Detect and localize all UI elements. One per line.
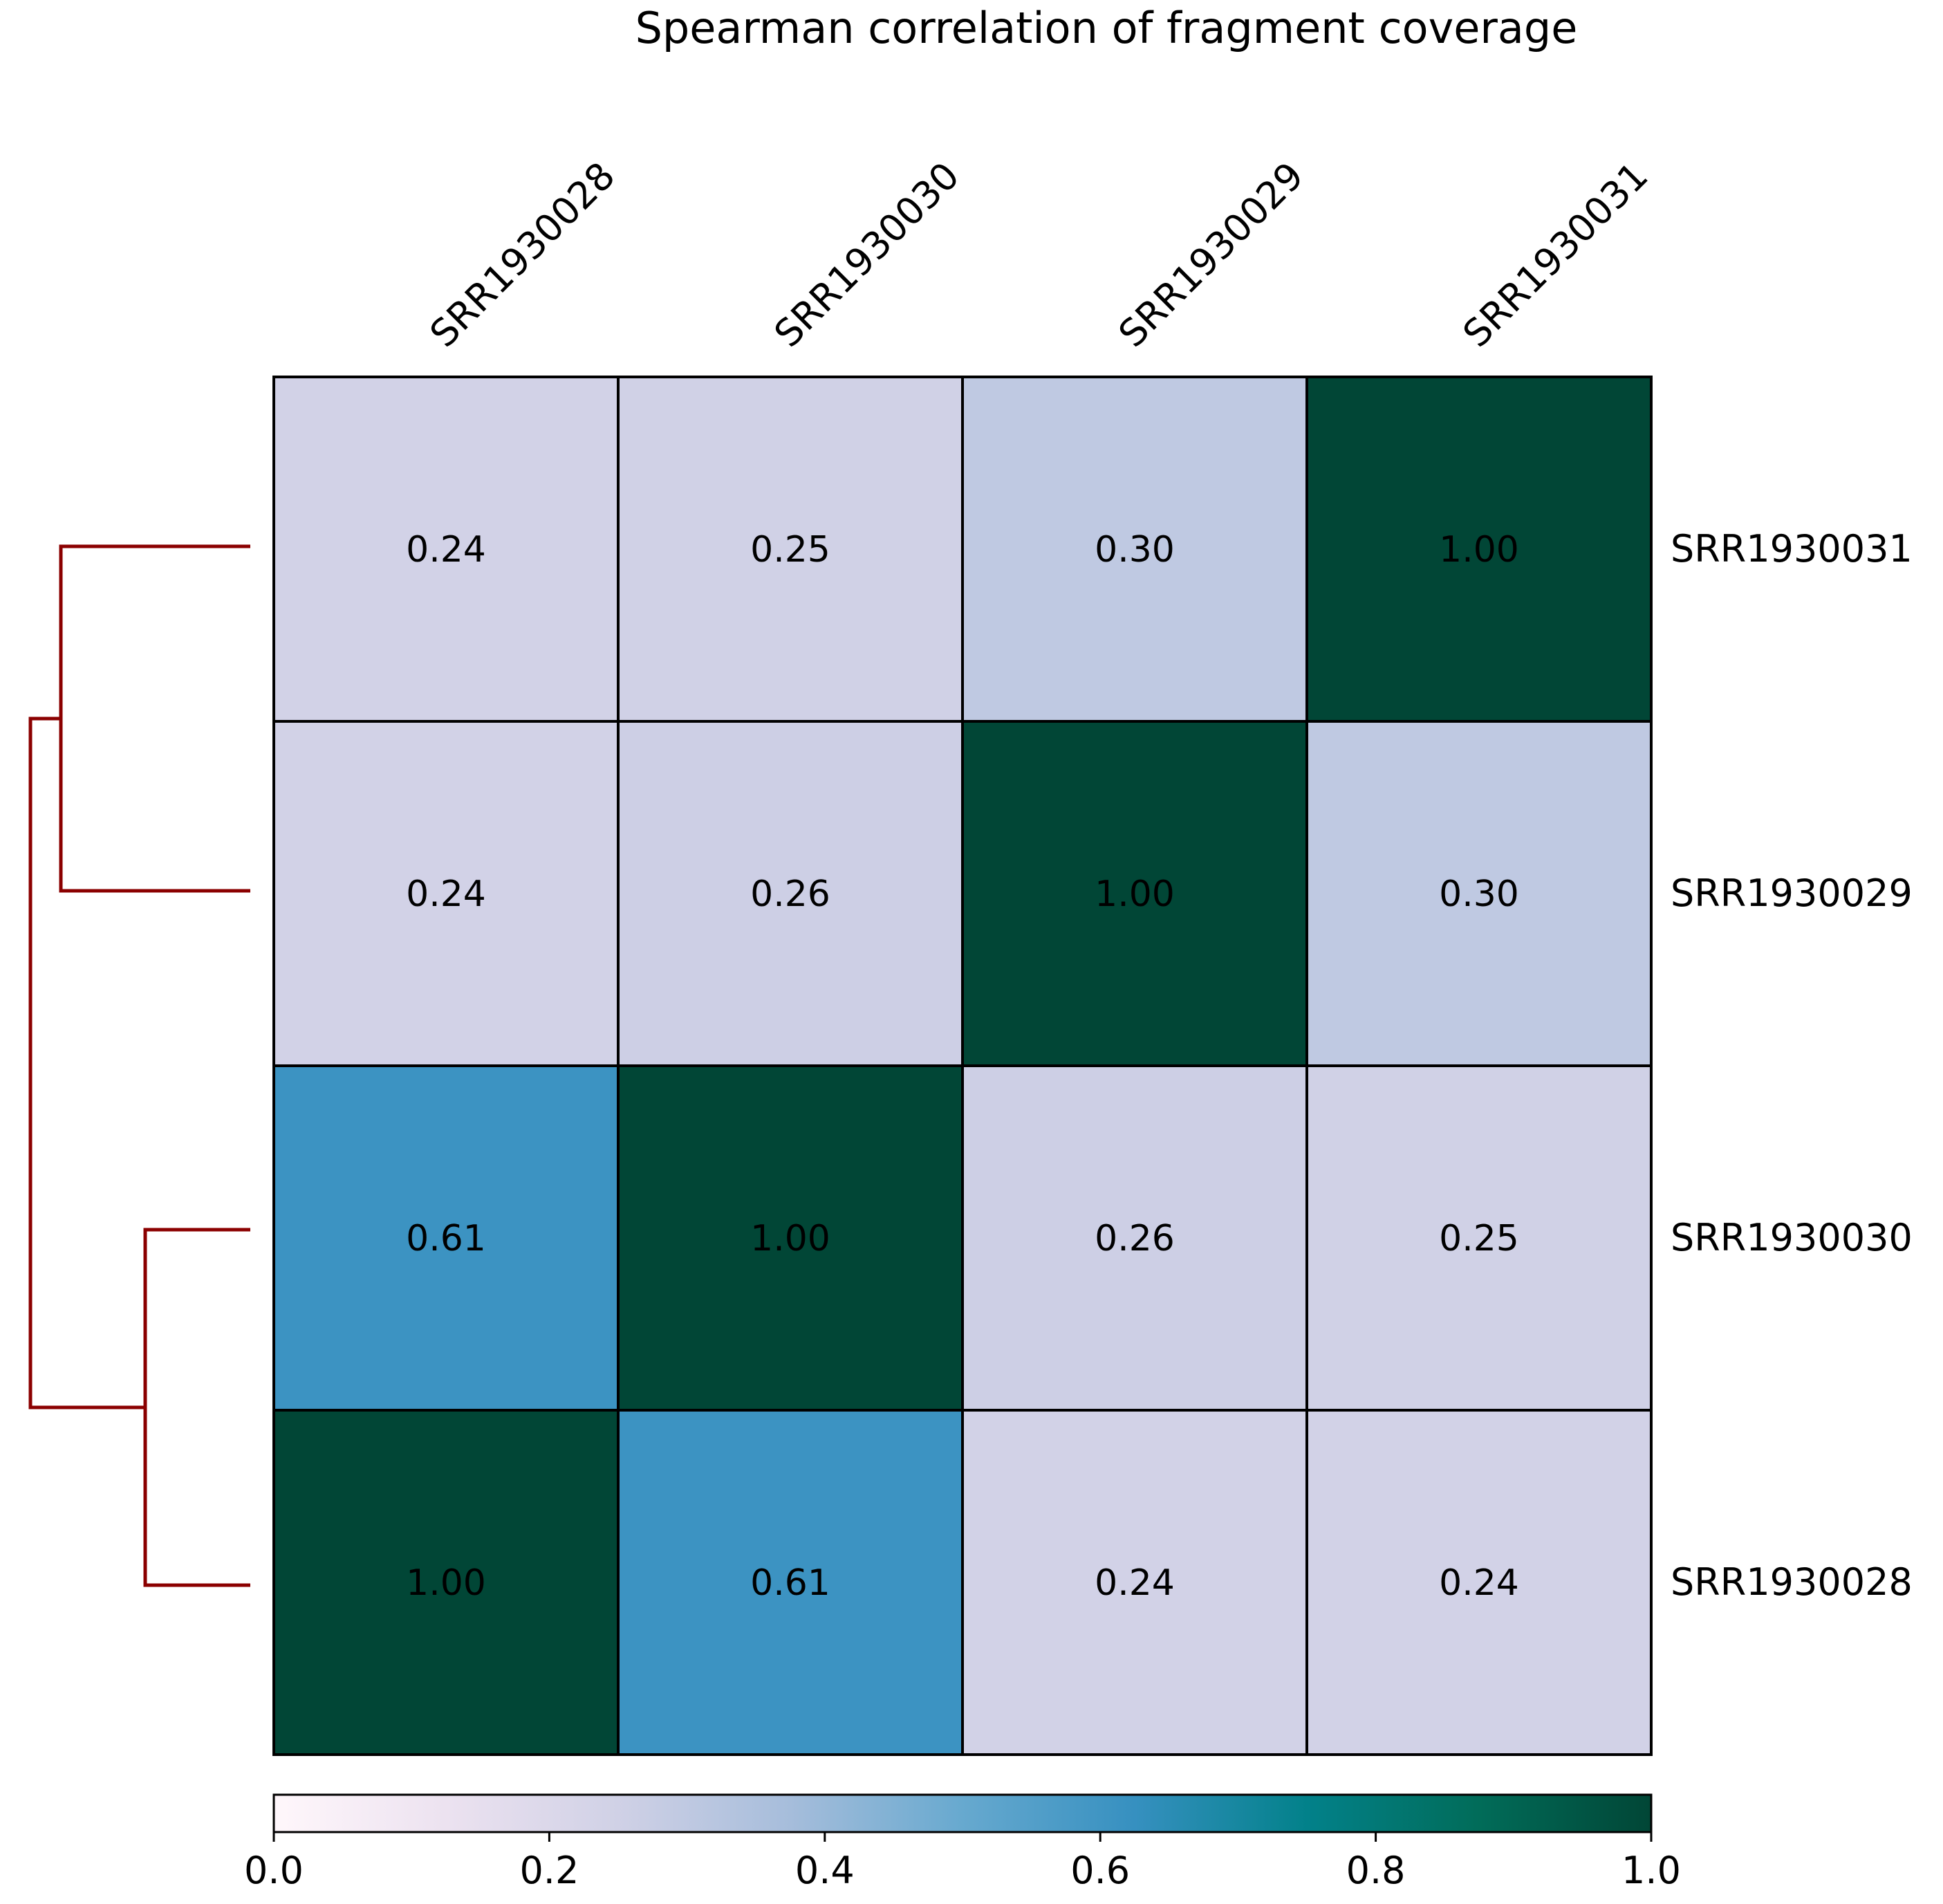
- dendrogram-link: [143, 1228, 250, 1587]
- heatmap-cell: [617, 720, 964, 1067]
- cell-value-label: 0.26: [750, 874, 830, 915]
- colorbar-gradient: [272, 1793, 1653, 1833]
- colorbar-tick-label: 0.2: [519, 1849, 579, 1892]
- dendrogram-link: [59, 544, 250, 893]
- cell-value-label: 0.30: [1095, 529, 1175, 571]
- cell-value-label: 0.24: [1439, 1562, 1519, 1604]
- dendrogram-root-link: [28, 717, 145, 1409]
- heatmap-cell: [961, 1409, 1308, 1756]
- heatmap-cell: [617, 1409, 964, 1756]
- cell-value-label: 0.25: [750, 529, 830, 571]
- cell-value-label: 1.00: [750, 1218, 830, 1259]
- colorbar-tick-label: 0.8: [1346, 1849, 1406, 1892]
- cell-value-label: 0.30: [1439, 874, 1519, 915]
- colorbar-tick-label: 0.6: [1070, 1849, 1130, 1892]
- heatmap-cell: [1305, 376, 1653, 723]
- colorbar-tick-label: 0.0: [244, 1849, 304, 1892]
- colorbar-tick-label: 1.0: [1621, 1849, 1681, 1892]
- heatmap-cell: [272, 1409, 620, 1756]
- column-label: SRR1930028: [422, 154, 624, 355]
- cell-value-label: 0.61: [750, 1562, 830, 1604]
- heatmap-cell: [1305, 720, 1653, 1067]
- column-label: SRR1930029: [1110, 154, 1312, 355]
- column-label: SRR1930031: [1455, 154, 1657, 355]
- heatmap-cell: [617, 376, 964, 723]
- row-labels: SRR1930031 SRR1930029 SRR1930030 SRR1930028: [1671, 527, 1913, 1604]
- heatmap-cells: 0.24 0.25 0.30 1.00 0.24 0.26 1.00 0.30 0.61 1.00…: [272, 376, 1653, 1756]
- cell-value-label: 0.24: [1095, 1562, 1175, 1604]
- heatmap-cell: [617, 1064, 964, 1412]
- row-label: SRR1930031: [1671, 527, 1913, 571]
- column-labels: SRR1930028 SRR1930030 SRR1930029 SRR1930031: [422, 154, 1657, 355]
- colorbar: 0.0 0.2 0.4 0.6 0.8 1.0: [244, 1793, 1681, 1892]
- column-label: SRR1930030: [766, 154, 968, 355]
- cell-value-label: 0.61: [406, 1218, 486, 1259]
- heatmap-border: [272, 376, 1653, 1756]
- cell-value-label: 0.26: [1095, 1218, 1175, 1259]
- heatmap-cell: [272, 376, 620, 723]
- cell-value-label: 0.24: [406, 529, 486, 571]
- cell-value-label: 0.24: [406, 874, 486, 915]
- heatmap-cell: [1305, 1064, 1653, 1412]
- row-label: SRR1930029: [1671, 871, 1913, 915]
- cell-value-label: 1.00: [406, 1562, 486, 1604]
- cell-value-label: 1.00: [1095, 874, 1175, 915]
- dendrogram: [28, 544, 250, 1587]
- chart-title: Spearman correlation of fragment coverag…: [635, 3, 1578, 53]
- cell-value-label: 0.25: [1439, 1218, 1519, 1259]
- colorbar-tick-label: 0.4: [795, 1849, 855, 1892]
- row-label: SRR1930028: [1671, 1560, 1913, 1604]
- row-label: SRR1930030: [1671, 1216, 1913, 1259]
- heatmap-cell: [272, 720, 620, 1067]
- heatmap-cell: [1305, 1409, 1653, 1756]
- cell-value-label: 1.00: [1439, 529, 1519, 571]
